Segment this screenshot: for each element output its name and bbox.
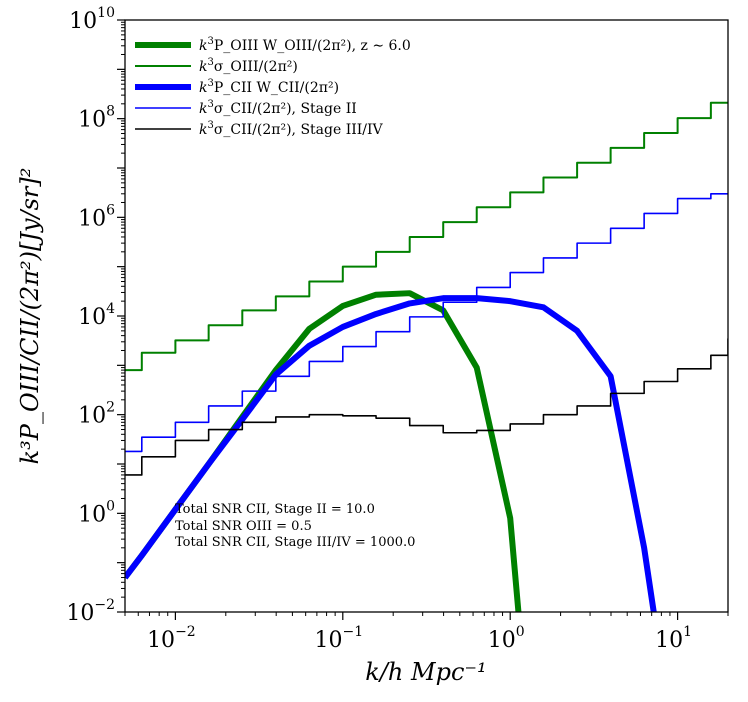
legend-entry-2: k3σ_OIII/(2π²) [199,57,298,75]
annotation-1: Total SNR CII, Stage II = 10.0 [175,502,375,517]
series-line-5 [125,338,728,476]
legend-k-power: 3 [207,57,213,68]
x-axis-label: k/h Mpc⁻¹ [365,658,486,686]
legend-label: σ_OIII/(2π²) [214,59,298,75]
legend-entry-4: k3σ_CII/(2π²), Stage II [199,99,357,117]
legend-k-power: 3 [207,78,213,89]
legend-entry-5: k3σ_CII/(2π²), Stage III/IV [199,120,384,138]
y-tick-exponent: 6 [106,202,115,218]
annotations: Total SNR CII, Stage II = 10.0 Total SNR … [175,502,415,550]
legend-entry-3: k3P_CII W_CII/(2π²) [199,78,339,96]
series-line-4 [125,192,728,453]
x-tick-exponent: −2 [175,624,196,640]
x-tick-label: 10−1 [314,624,363,653]
x-tick-label: 101 [655,624,692,653]
legend-k: k [199,59,207,75]
legend-label: P_CII W_CII/(2π²) [214,80,339,96]
legend-k: k [199,122,207,138]
y-tick-exponent: −2 [94,597,115,613]
x-tick-exponent: 0 [516,624,525,640]
y-tick-exponent: 0 [106,498,115,514]
legend-k: k [199,38,207,54]
legend: k3P_OIII W_OIII/(2π²), z ∼ 6.0k3σ_OIII/(… [135,36,411,138]
legend-k: k [199,80,207,96]
annotation-3: Total SNR CII, Stage III/IV = 1000.0 [175,535,415,550]
y-tick-label: 1010 [69,5,115,34]
x-axis: 10−2 10−1 100 101 [124,612,729,653]
series-line-3 [125,295,657,612]
y-axis-label: k³P_OIII/CII/(2π²)[Jy/sr]² [16,168,44,465]
y-tick-exponent: 10 [97,5,115,21]
y-tick-base: 10 [78,206,106,231]
y-tick-base: 10 [78,404,106,429]
y-tick-label: 10−2 [66,597,115,626]
legend-entry-1: k3P_OIII W_OIII/(2π²), z ∼ 6.0 [199,36,411,54]
y-tick-base: 10 [78,305,106,330]
legend-label: σ_CII/(2π²), Stage III/IV [214,122,384,138]
legend-label: P_OIII W_OIII/(2π²), z ∼ 6.0 [214,38,411,54]
annotation-2: Total SNR OIII = 0.5 [175,519,312,534]
legend-k-power: 3 [207,36,213,47]
y-tick-label: 108 [78,104,115,133]
y-tick-base: 10 [78,108,106,133]
y-tick-base: 10 [78,502,106,527]
legend-k-power: 3 [207,120,213,131]
legend-label: σ_CII/(2π²), Stage II [214,101,357,117]
series-layer [125,101,728,612]
x-tick-label: 100 [488,624,525,653]
y-tick-base: 10 [66,601,94,626]
y-tick-label: 102 [78,400,115,429]
y-tick-label: 106 [78,202,115,231]
y-tick-exponent: 2 [106,400,115,416]
y-tick-label: 104 [78,301,115,330]
y-tick-label: 100 [78,498,115,527]
y-tick-base: 10 [69,9,97,34]
x-tick-label: 10−2 [147,624,196,653]
x-tick-exponent: 1 [683,624,692,640]
legend-k: k [199,101,207,117]
y-tick-exponent: 4 [106,301,115,317]
legend-k-power: 3 [207,99,213,110]
y-tick-exponent: 8 [106,104,115,120]
x-tick-exponent: −1 [342,624,363,640]
series-line-2 [125,101,728,372]
